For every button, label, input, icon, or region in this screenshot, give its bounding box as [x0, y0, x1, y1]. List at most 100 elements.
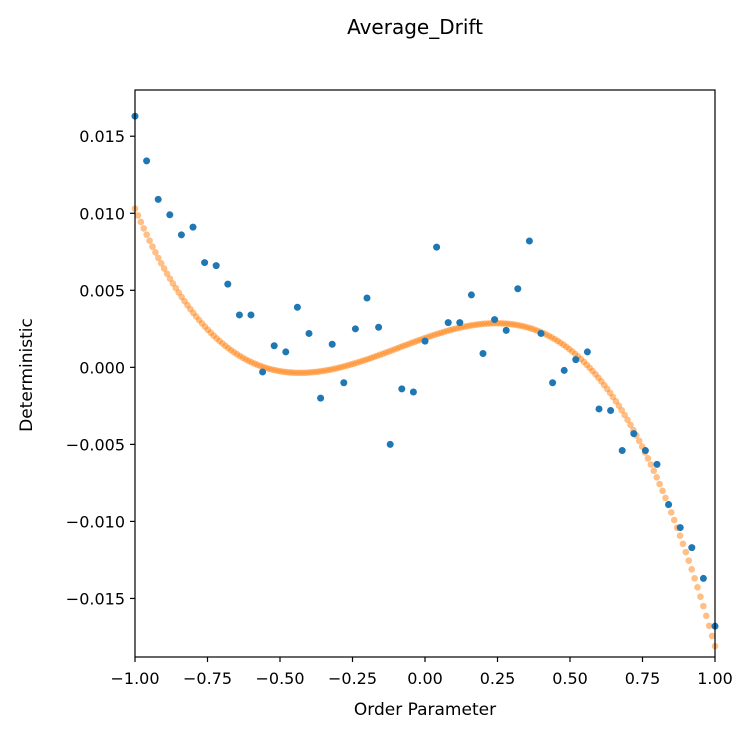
scatter-point: [641, 447, 649, 455]
x-tick-label: 0.50: [552, 669, 588, 688]
fitted-point: [662, 494, 669, 502]
scatter-point: [491, 316, 499, 324]
scatter-point: [525, 237, 533, 245]
fitted-point: [679, 540, 687, 548]
scatter-point: [398, 385, 406, 393]
scatter-point: [688, 544, 696, 552]
fitted-point: [708, 632, 716, 640]
fitted-point: [670, 516, 678, 524]
y-tick-label: 0.015: [79, 127, 125, 146]
fitted-point: [682, 548, 690, 556]
scatter-point: [177, 231, 185, 239]
scatter-point: [444, 319, 452, 327]
fitted-point: [624, 416, 631, 424]
fitted-point: [700, 602, 707, 610]
scatter-point: [537, 329, 545, 337]
fitted-point: [146, 237, 153, 244]
fitted-point: [705, 622, 713, 630]
fitted-point: [697, 593, 704, 600]
plot-frame: [134, 89, 716, 658]
fitted-point: [155, 254, 162, 262]
x-axis: −1.00 −0.75 −0.50 −0.25 0.00 0.25 0.50 0.75 1.00: [110, 657, 733, 688]
fitted-point: [688, 566, 695, 573]
scatter-point: [560, 366, 568, 374]
scatter-point: [154, 195, 162, 203]
fitted-point: [667, 509, 675, 516]
scatter-point: [166, 211, 174, 219]
fitted-point: [685, 557, 693, 564]
scatter-point: [293, 303, 301, 311]
scatter-point: [328, 340, 336, 348]
x-tick-label: −1.00: [110, 669, 159, 688]
y-tick-label: −0.010: [66, 512, 125, 531]
fitted-point: [650, 467, 658, 475]
fitted-point: [157, 260, 165, 267]
y-tick-label: −0.005: [66, 435, 125, 454]
fitted-point: [152, 249, 159, 256]
scatter-point: [270, 342, 278, 350]
fitted-point: [137, 218, 145, 226]
scatter-point: [409, 388, 417, 396]
scatter-point: [363, 294, 371, 302]
fitted-point: [694, 584, 701, 591]
scatter-point: [514, 285, 522, 293]
fitted-point: [702, 612, 710, 620]
scatter-point: [235, 311, 243, 319]
scatter-point: [351, 325, 359, 333]
scatter-point: [340, 379, 348, 387]
scatter-point: [502, 326, 510, 334]
scatter-point: [189, 223, 197, 231]
fitted-point: [635, 437, 643, 445]
y-tick-label: 0.005: [79, 281, 125, 300]
y-tick-label: 0.000: [79, 358, 125, 377]
fitted-point: [160, 265, 168, 272]
scatter-point: [467, 291, 475, 299]
scatter-point: [549, 379, 557, 387]
scatter-point: [421, 337, 429, 345]
x-tick-label: −0.25: [328, 669, 377, 688]
chart-title: Average_Drift: [347, 15, 483, 39]
scatter-point: [595, 405, 603, 413]
x-tick-label: 1.00: [697, 669, 733, 688]
fitted-point: [676, 532, 684, 539]
fitted-point: [618, 406, 626, 414]
x-tick-label: 0.25: [480, 669, 516, 688]
scatter-point: [224, 280, 232, 288]
fitted-point: [143, 231, 150, 238]
scatter-point: [317, 394, 325, 402]
fitted-point: [647, 461, 655, 468]
scatter-point: [386, 440, 394, 448]
fitted-point: [163, 270, 171, 278]
scatter-point: [201, 259, 209, 267]
x-tick-label: −0.75: [183, 669, 232, 688]
y-axis-label: Deterministic: [17, 318, 37, 432]
scatter-point: [305, 329, 313, 337]
scatter-point: [143, 157, 151, 165]
x-tick-label: 0.00: [407, 669, 443, 688]
y-tick-label: 0.010: [79, 204, 125, 223]
scatter-point: [572, 356, 580, 364]
scatter-point: [607, 406, 615, 414]
x-tick-label: −0.50: [255, 669, 304, 688]
fitted-point: [134, 212, 142, 219]
scatter-point: [699, 574, 707, 582]
y-axis: −0.015 −0.010 −0.005 0.000 0.005 0.010 0.015: [66, 127, 135, 608]
fitted-point: [644, 455, 652, 462]
scatter-point: [247, 311, 255, 319]
x-tick-label: 0.75: [625, 669, 661, 688]
scatter-point: [583, 348, 591, 356]
scatter-point: [630, 430, 638, 438]
scatter-point: [259, 368, 267, 376]
fitted-point: [621, 411, 628, 419]
fitted-point: [166, 275, 174, 282]
scatter-point: [618, 447, 626, 455]
fitted-point: [149, 243, 156, 250]
scatter-point: [212, 262, 220, 270]
y-tick-label: −0.015: [66, 589, 125, 608]
fitted-point: [656, 480, 663, 488]
scatter-point: [676, 524, 684, 532]
scatter-point: [282, 348, 290, 356]
scatter-point: [653, 460, 661, 468]
scatter-series: [131, 112, 719, 630]
